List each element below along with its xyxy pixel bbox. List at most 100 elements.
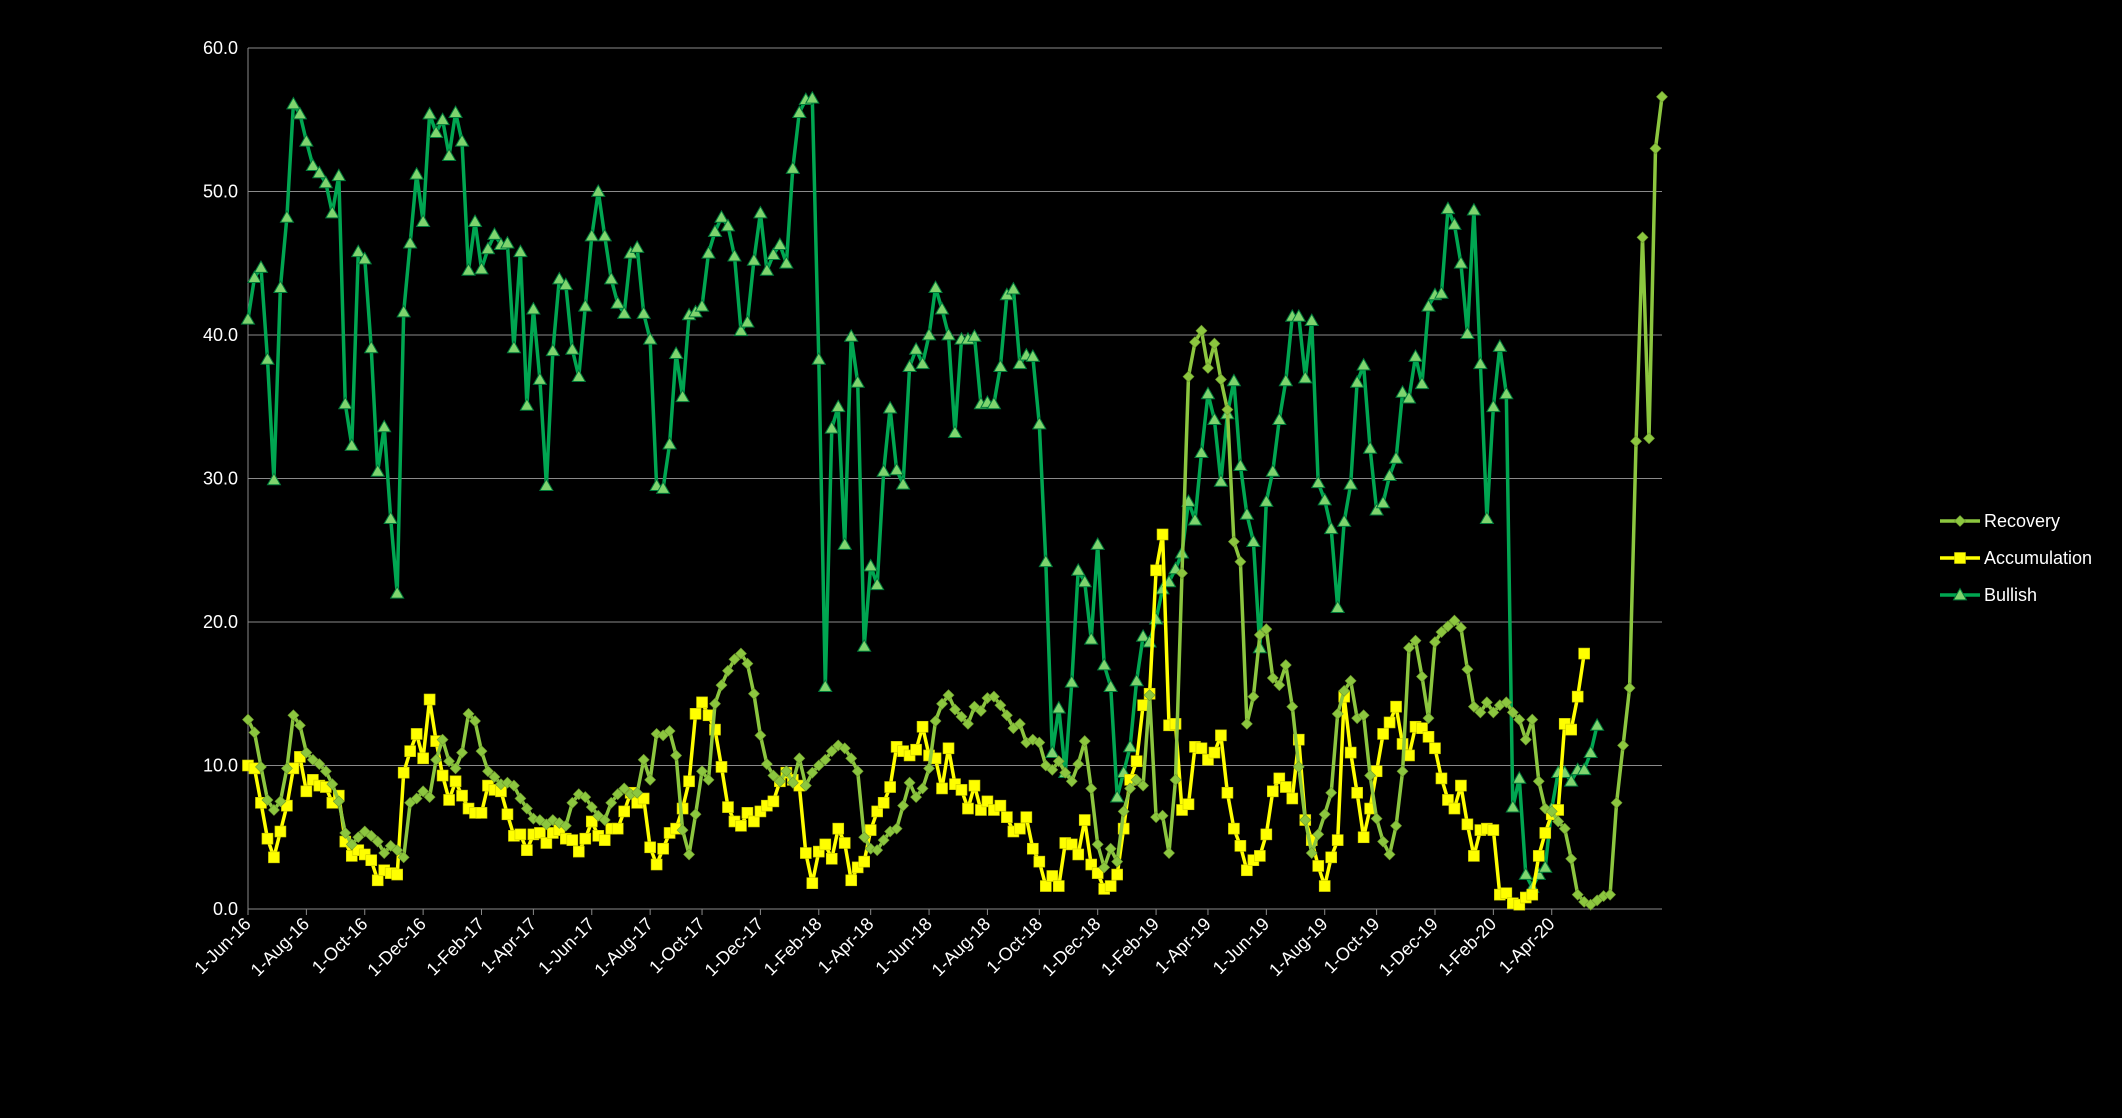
bullish-point [1414, 376, 1430, 390]
bullish-point [772, 237, 788, 250]
x-tick-label: 1-Oct-19 [1320, 914, 1384, 978]
recovery-point [670, 749, 683, 762]
bullish-point [1278, 373, 1294, 387]
accumulation-point [1182, 798, 1195, 811]
bullish-point [357, 251, 373, 265]
recovery-point [644, 773, 657, 786]
recovery-point [287, 709, 300, 722]
recovery-point [877, 834, 890, 847]
bullish-point [1233, 458, 1248, 471]
bullish-point [1291, 308, 1307, 322]
recovery-point [851, 765, 864, 778]
bullish-point [415, 214, 431, 228]
x-tick-label: 1-Dec-19 [1375, 914, 1441, 980]
accumulation-point [657, 842, 669, 855]
accumulation-point [261, 832, 274, 845]
bullish-point [876, 463, 892, 477]
bullish-point [1382, 468, 1397, 482]
bullish-point [1330, 600, 1346, 614]
accumulation-point [585, 815, 598, 828]
recovery-point [858, 831, 871, 844]
recovery-point [994, 699, 1007, 712]
recovery-point [1435, 626, 1448, 638]
bullish-point [1336, 514, 1352, 527]
accumulation-point [1085, 858, 1098, 871]
bullish-point [435, 112, 450, 126]
bullish-point [441, 148, 457, 161]
bullish-point [1109, 789, 1125, 803]
recovery-point [1163, 847, 1175, 859]
bullish-point [701, 245, 716, 259]
accumulation-point [1578, 647, 1590, 660]
bullish-point [383, 511, 399, 525]
bullish-point [396, 304, 412, 318]
bullish-point [1025, 349, 1041, 362]
recovery-point [1487, 706, 1500, 719]
accumulation-point [962, 802, 974, 815]
recovery-point [1604, 888, 1617, 901]
recovery-point [332, 795, 345, 808]
accumulation-point [1377, 728, 1389, 740]
bullish-point [766, 247, 781, 261]
recovery-point [443, 755, 455, 768]
accumulation-point [1267, 785, 1279, 798]
recovery-point [1046, 763, 1059, 776]
accumulation-point [1065, 838, 1078, 851]
bullish-point [791, 105, 807, 118]
recovery-point [1013, 717, 1026, 730]
bullish-point [1090, 537, 1106, 550]
bullish-point [1440, 201, 1456, 215]
accumulation-point [1234, 840, 1247, 852]
recovery-point [1299, 814, 1312, 826]
accumulation-point [274, 825, 287, 838]
bullish-point [675, 389, 690, 403]
accumulation-point [1500, 887, 1513, 900]
bullish-point [1511, 770, 1527, 784]
recovery-point [1532, 775, 1545, 788]
bullish-point [1583, 745, 1599, 758]
recovery-point [1409, 634, 1422, 647]
accumulation-point [689, 708, 702, 720]
recovery-point [1500, 696, 1513, 709]
bullish-point [824, 420, 840, 434]
recovery-point [274, 795, 287, 808]
accumulation-point [611, 822, 624, 835]
bullish-point [305, 158, 321, 172]
x-tick-label: 1-Jun-19 [1209, 914, 1273, 978]
bullish-point [733, 323, 749, 337]
bullish-point [863, 558, 879, 572]
accumulation-point [1150, 564, 1162, 577]
bullish-point [707, 224, 723, 238]
recovery-point [929, 715, 942, 727]
accumulation-point [767, 795, 780, 808]
recovery-point [1461, 663, 1474, 676]
accumulation-point [1273, 772, 1286, 785]
recovery-point [1279, 659, 1292, 671]
bullish-point [247, 270, 262, 283]
accumulation-point [1487, 824, 1500, 836]
recovery-point [598, 814, 611, 826]
bullish-point [934, 301, 950, 315]
bullish-point [759, 262, 775, 276]
recovery-point [1052, 755, 1065, 768]
bullish-point [1375, 495, 1391, 509]
recovery-point [916, 782, 929, 795]
legend-accumulation-point [1954, 552, 1966, 564]
bullish-point [1388, 450, 1404, 464]
bullish-point [376, 419, 392, 433]
recovery-point [903, 776, 916, 789]
x-tick-label: 1-Aug-16 [247, 914, 314, 981]
recovery-point [1124, 782, 1137, 795]
recovery-point [806, 766, 819, 779]
accumulation-point [365, 854, 378, 867]
bullish-point [1408, 349, 1423, 362]
bullish-point [1148, 611, 1164, 625]
bullish-point [506, 340, 522, 354]
bullish-point [1194, 445, 1209, 459]
x-tick-label: 1-Jun-16 [190, 914, 254, 978]
recovery-point [1169, 773, 1182, 786]
bullish-point [1239, 506, 1255, 520]
bullish-point [389, 585, 405, 599]
accumulation-point [1215, 729, 1227, 742]
accumulation-point [1312, 860, 1325, 872]
